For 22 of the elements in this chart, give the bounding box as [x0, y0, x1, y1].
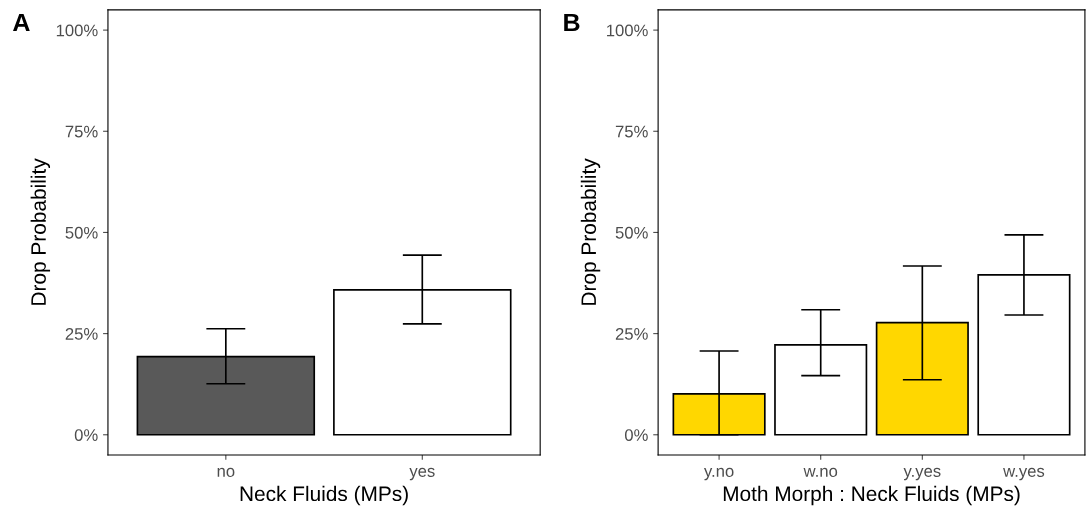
- x-tick-label: y.yes: [903, 467, 941, 481]
- x-tick-label: yes: [409, 467, 435, 481]
- x-tick-label: w.no: [803, 467, 838, 477]
- y-tick-label: 100%: [56, 24, 98, 37]
- y-tick-label: 0%: [74, 429, 98, 441]
- y-tick-label: 25%: [65, 328, 98, 340]
- y-tick-label: 75%: [65, 125, 98, 138]
- y-tick-label: 75%: [615, 125, 648, 138]
- y-tick-label: 100%: [607, 24, 648, 37]
- y-tick-label: 0%: [624, 429, 648, 441]
- y-axis-title: Drop Probability: [580, 158, 601, 305]
- y-tick-label: 25%: [615, 328, 648, 340]
- chart-title: B: [564, 13, 580, 32]
- y-axis-title: Drop Probability: [30, 158, 51, 305]
- y-tick-label: 50%: [615, 226, 648, 239]
- x-axis-title: Moth Morph : Neck Fluids (MPs): [723, 485, 1020, 506]
- x-axis-title: Neck Fluids (MPs): [240, 485, 408, 506]
- x-tick-label: no: [217, 467, 235, 477]
- x-tick-label: y.no: [703, 467, 734, 481]
- chart-title: A: [13, 13, 30, 32]
- x-tick-label: w.yes: [1003, 467, 1045, 481]
- y-tick-label: 50%: [65, 226, 98, 239]
